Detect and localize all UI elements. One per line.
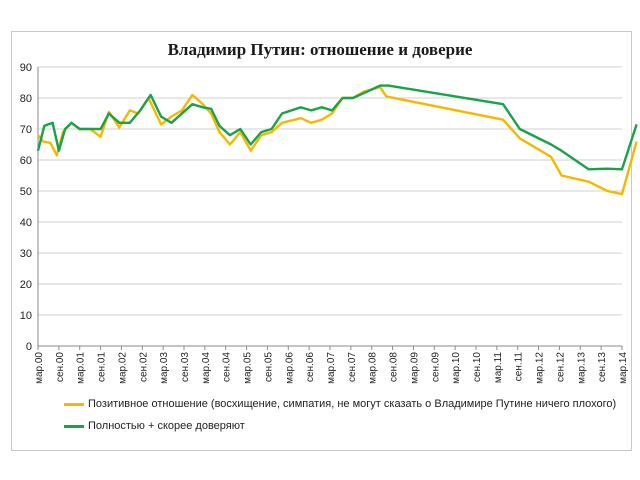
y-tick-label: 20 <box>20 279 32 291</box>
chart-title: Владимир Путин: отношение и доверие <box>167 40 473 59</box>
legend-item-positive: Позитивное отношение (восхищение, симпат… <box>64 398 616 410</box>
y-tick-label: 30 <box>20 248 32 260</box>
x-tick-label: сен.12 <box>555 352 566 382</box>
x-tick-label: мар.13 <box>576 352 587 384</box>
x-tick-label: мар.00 <box>34 352 45 384</box>
y-tick-label: 70 <box>20 124 32 136</box>
x-tick-label: мар.14 <box>618 352 629 384</box>
x-tick-label: сен.05 <box>263 352 274 382</box>
x-tick-label: мар.07 <box>326 352 337 384</box>
legend-label-trust: Полностью + скорее доверяют <box>88 420 245 432</box>
x-tick-label: сен.06 <box>305 352 316 382</box>
x-tick-label: сен.10 <box>472 352 483 382</box>
x-tick-label: сен.08 <box>389 352 400 382</box>
x-tick-label: мар.12 <box>535 352 546 384</box>
x-tick-label: мар.04 <box>201 352 212 384</box>
y-tick-label: 40 <box>20 217 32 229</box>
x-tick-label: мар.01 <box>76 352 87 384</box>
x-tick-label: сен.13 <box>597 352 608 382</box>
x-tick-label: мар.02 <box>117 352 128 384</box>
x-tick-label: сен.01 <box>97 352 108 382</box>
x-tick-label: мар.05 <box>243 352 254 384</box>
y-tick-label: 10 <box>20 310 32 322</box>
legend-item-trust: Полностью + скорее доверяют <box>64 420 245 432</box>
x-tick-label: мар.08 <box>368 352 379 384</box>
y-tick-label: 90 <box>20 62 32 74</box>
x-tick-label: сен.03 <box>180 352 191 382</box>
x-tick-label: мар.03 <box>159 352 170 384</box>
legend-swatch-trust <box>64 424 84 428</box>
x-tick-label: мар.11 <box>493 352 504 384</box>
x-tick-label: сен.07 <box>347 352 358 382</box>
series-line-trust <box>36 84 638 171</box>
grid-lines <box>38 66 622 347</box>
x-tick-label: сен.04 <box>222 352 233 382</box>
y-tick-label: 60 <box>20 155 32 167</box>
y-tick-label: 0 <box>26 341 32 353</box>
chart-frame <box>11 31 632 451</box>
x-tick-label: сен.02 <box>138 352 149 382</box>
legend-swatch-positive <box>64 402 84 406</box>
y-tick-label: 80 <box>20 93 32 105</box>
series-lines <box>36 84 638 196</box>
axes: 0 10 20 30 40 50 60 70 80 90 мар.00 сен.00 мар.01 сен… <box>20 62 629 384</box>
series-line-positive <box>37 85 638 196</box>
x-tick-label: сен.11 <box>514 352 525 382</box>
x-tick-label: мар.10 <box>451 352 462 384</box>
y-tick-label: 50 <box>20 186 32 198</box>
x-tick-label: сен.00 <box>55 352 66 382</box>
legend-label-positive: Позитивное отношение (восхищение, симпат… <box>88 398 617 410</box>
x-tick-label: мар.06 <box>284 352 295 384</box>
x-tick-label: сен.09 <box>430 352 441 382</box>
x-tick-label: мар.09 <box>409 352 420 384</box>
